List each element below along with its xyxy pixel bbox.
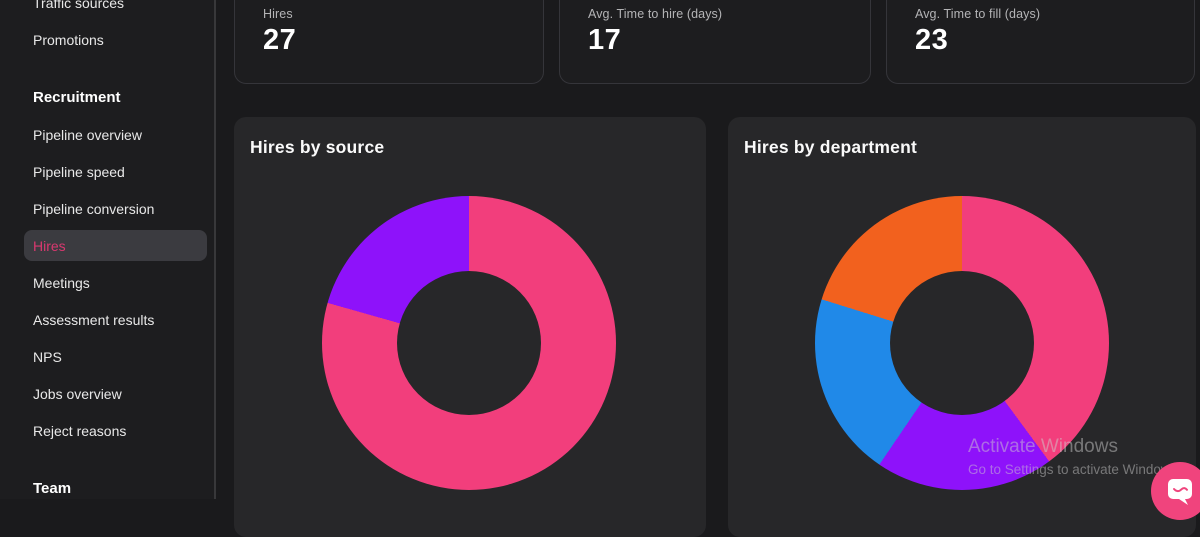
sidebar-item-promotions[interactable]: Promotions xyxy=(0,21,214,58)
sidebar-item-label: Pipeline speed xyxy=(33,163,125,180)
stat-value: 27 xyxy=(263,24,297,56)
stat-value: 23 xyxy=(915,24,949,56)
stat-card-avg-time-to-hire: Avg. Time to hire (days) 17 xyxy=(559,0,871,84)
sidebar-item-reject-reasons[interactable]: Reject reasons xyxy=(0,412,214,449)
stat-card-hires: Hires 27 xyxy=(234,0,544,84)
sidebar-item-pill: Jobs overview xyxy=(24,378,207,409)
donut-chart-hires-by-source[interactable] xyxy=(322,196,616,490)
sidebar-item-pipeline-overview[interactable]: Pipeline overview xyxy=(0,116,214,153)
sidebar-item-pill: Reject reasons xyxy=(24,415,207,446)
sidebar-item-nps[interactable]: NPS xyxy=(0,338,214,375)
sidebar-item-label: Recruitment xyxy=(33,89,121,106)
chat-bubble-icon xyxy=(1168,479,1192,505)
chart-card-hires-by-source: Hires by source xyxy=(234,117,706,537)
sidebar-item-label: NPS xyxy=(33,348,62,365)
sidebar-item-pill: Team xyxy=(24,473,207,499)
sidebar-item-pipeline-conversion[interactable]: Pipeline conversion xyxy=(0,190,214,227)
sidebar-item-pill: Pipeline conversion xyxy=(24,193,207,224)
sidebar-nav: Traffic sources Promotions Recruitment P… xyxy=(0,0,214,499)
sidebar-item-label: Jobs overview xyxy=(33,385,122,402)
stat-label: Avg. Time to fill (days) xyxy=(915,7,1041,21)
sidebar-item-pill: Assessment results xyxy=(24,304,207,335)
chart-card-hires-by-department: Hires by department xyxy=(728,117,1196,537)
sidebar-item-pill: Promotions xyxy=(24,24,207,55)
sidebar-section-recruitment: Recruitment xyxy=(0,79,214,116)
main-content: Hires 27 Avg. Time to hire (days) 17 Avg… xyxy=(218,0,1200,537)
sidebar-item-traffic-sources[interactable]: Traffic sources xyxy=(0,0,214,21)
sidebar-item-hires[interactable]: Hires xyxy=(0,227,214,264)
stat-value: 17 xyxy=(588,24,622,56)
sidebar-item-pill: Meetings xyxy=(24,267,207,298)
sidebar-item-label: Pipeline conversion xyxy=(33,200,155,217)
sidebar-item-pipeline-speed[interactable]: Pipeline speed xyxy=(0,153,214,190)
sidebar-item-pill: Recruitment xyxy=(24,82,207,113)
sidebar-item-assessment-results[interactable]: Assessment results xyxy=(0,301,214,338)
stat-label: Hires xyxy=(263,7,293,21)
sidebar-item-label: Hires xyxy=(33,237,66,254)
chart-title: Hires by department xyxy=(744,137,918,157)
sidebar-item-label: Reject reasons xyxy=(33,422,127,439)
sidebar-item-pill: NPS xyxy=(24,341,207,372)
donut-chart-hires-by-department[interactable] xyxy=(815,196,1109,490)
sidebar: Traffic sources Promotions Recruitment P… xyxy=(0,0,216,499)
sidebar-item-label: Team xyxy=(33,480,72,497)
sidebar-item-meetings[interactable]: Meetings xyxy=(0,264,214,301)
sidebar-section-team: Team xyxy=(0,470,214,499)
sidebar-item-label: Meetings xyxy=(33,274,90,291)
stat-card-avg-time-to-fill: Avg. Time to fill (days) 23 xyxy=(886,0,1195,84)
messenger-button[interactable] xyxy=(1151,462,1200,520)
chart-title: Hires by source xyxy=(250,137,385,157)
sidebar-item-pill: Pipeline overview xyxy=(24,119,207,150)
sidebar-item-pill: Pipeline speed xyxy=(24,156,207,187)
sidebar-item-label: Assessment results xyxy=(33,311,155,328)
sidebar-item-pill: Traffic sources xyxy=(24,0,207,18)
sidebar-item-label: Traffic sources xyxy=(33,0,125,11)
sidebar-item-label: Promotions xyxy=(33,31,104,48)
sidebar-item-jobs-overview[interactable]: Jobs overview xyxy=(0,375,214,412)
sidebar-item-pill: Hires xyxy=(24,230,207,261)
sidebar-item-label: Pipeline overview xyxy=(33,126,142,143)
stat-label: Avg. Time to hire (days) xyxy=(588,7,723,21)
